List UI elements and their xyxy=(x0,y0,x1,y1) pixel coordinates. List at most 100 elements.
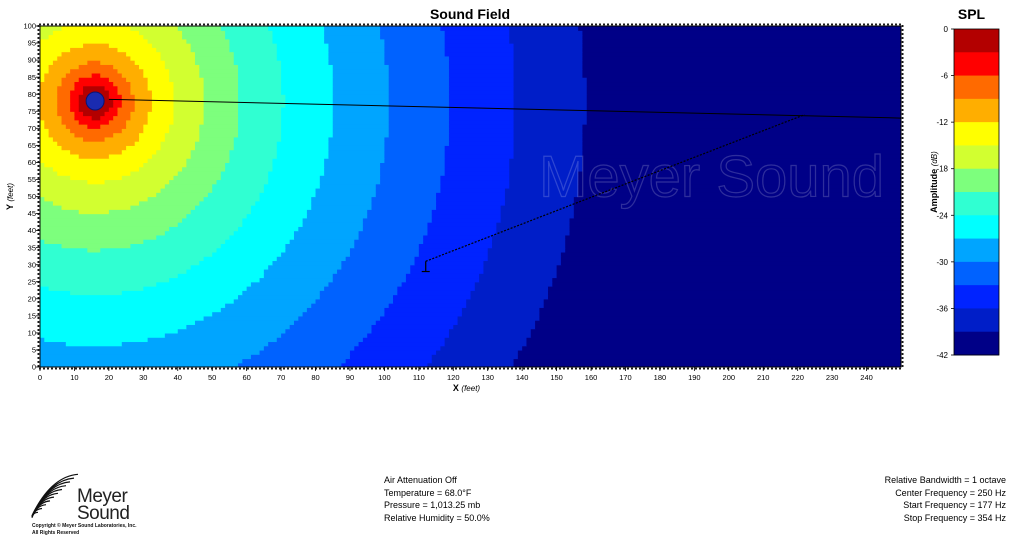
colorbar-swatch xyxy=(954,308,999,333)
plot-axes: 0 10 20 30 40 50 60 70 80 90 100 110 120 130 140 150 160… xyxy=(5,22,904,393)
colorbar-title: SPL xyxy=(958,6,986,22)
x-tick-label: 100 xyxy=(378,373,391,382)
start-frequency-text: Start Frequency = 177 Hz xyxy=(903,500,1006,510)
x-tick-label: 220 xyxy=(791,373,804,382)
colorbar-swatch xyxy=(954,192,999,216)
dashed-line xyxy=(425,114,805,262)
x-axis-label: X (feet) xyxy=(453,383,481,393)
logo-arc xyxy=(31,473,78,516)
colorbar-swatch xyxy=(954,75,999,100)
x-tick-label: 30 xyxy=(139,373,147,382)
x-tick-label: 40 xyxy=(174,373,182,382)
colorbar-tick-label: -6 xyxy=(941,72,949,81)
colorbar-tick-label: -36 xyxy=(936,304,948,313)
y-tick-label: 100 xyxy=(23,22,36,31)
sound-field-figure: Sound Field Meyer Sound 0 10 20 30 40 50 60 70 8… xyxy=(5,6,1000,393)
y-tick-label: 20 xyxy=(28,294,36,303)
y-tick-label: 65 xyxy=(28,141,36,150)
colorbar-tick-label: -24 xyxy=(936,211,948,220)
y-axis-unit: (feet) xyxy=(6,183,15,202)
humidity-text: Relative Humidity = 50.0% xyxy=(384,512,490,523)
air-conditions: Air Attenuation Off Temperature = 68.0°F… xyxy=(384,474,490,524)
y-axis-label: Y (feet) xyxy=(5,183,15,210)
colorbar-swatch xyxy=(954,168,999,193)
x-tick-label: 200 xyxy=(723,373,736,382)
y-tick-label: 85 xyxy=(28,73,36,82)
temperature-text: Temperature = 68.0°F xyxy=(384,487,472,498)
heatmap-cells: Meyer Sound xyxy=(40,26,901,367)
x-tick-label: 20 xyxy=(105,373,113,382)
rights-text: All Rights Reserved xyxy=(32,530,80,536)
colorbar-tick-label: -30 xyxy=(936,258,948,267)
colorbar-tick-label: -18 xyxy=(936,165,948,174)
measurement-line xyxy=(108,98,902,119)
colorbar-swatch xyxy=(954,145,999,170)
y-tick-label: 95 xyxy=(28,39,36,48)
watermark-text: Meyer Sound xyxy=(539,145,884,210)
colorbar-axis-unit: (dB) xyxy=(930,151,939,166)
chart-title: Sound Field xyxy=(430,6,510,22)
x-tick-label: 160 xyxy=(585,373,598,382)
x-tick-label: 50 xyxy=(208,373,216,382)
air-attenuation-text: Air Attenuation Off xyxy=(384,475,457,485)
x-axis-unit: (feet) xyxy=(461,384,480,393)
meyer-sound-logo: Meyer Sound Copyright © Meyer Sound Labo… xyxy=(30,472,140,538)
copyright-text: Copyright © Meyer Sound Laboratories, In… xyxy=(32,523,137,529)
y-tick-label: 40 xyxy=(28,226,36,235)
colorbar-swatch xyxy=(954,331,999,356)
y-tick-label: 75 xyxy=(28,107,36,116)
logo-emblem-icon xyxy=(31,473,78,518)
x-tick-label: 80 xyxy=(311,373,319,382)
x-tick-label: 170 xyxy=(619,373,632,382)
y-tick-label: 50 xyxy=(28,192,36,201)
sound-field-plot: Meyer Sound xyxy=(40,26,901,367)
colorbar-tick-label: 0 xyxy=(944,25,949,34)
colorbar-frame xyxy=(953,28,1000,356)
y-tick-label: 80 xyxy=(28,90,36,99)
pressure-text: Pressure = 1,013.25 mb xyxy=(384,500,481,510)
colorbar-axis-label: Amplitude (dB) xyxy=(929,151,939,213)
logo-word-1: Meyer xyxy=(77,486,128,507)
spl-colorbar: 0 -6 -12 -18 -24 -30 -36 -42 SPL Amplitude (dB) xyxy=(929,6,1000,360)
y-tick-label: 35 xyxy=(28,243,36,252)
x-tick-label: 70 xyxy=(277,373,285,382)
x-tick-label: 150 xyxy=(550,373,563,382)
x-tick-label: 120 xyxy=(447,373,460,382)
center-frequency-text: Center Frequency = 250 Hz xyxy=(895,487,1006,498)
y-tick-label: 25 xyxy=(28,277,36,286)
y-tick-label: 0 xyxy=(32,363,36,372)
colorbar-swatch xyxy=(954,122,999,146)
x-tick-label: 140 xyxy=(516,373,529,382)
colorbar-swatch xyxy=(954,238,999,263)
x-tick-label: 210 xyxy=(757,373,770,382)
x-tick-label: 110 xyxy=(413,373,425,382)
x-tick-label: 180 xyxy=(654,373,667,382)
measurement-overlay xyxy=(85,91,902,273)
y-tick-label: 30 xyxy=(28,260,36,269)
mic-marker xyxy=(421,261,430,273)
x-tick-label: 240 xyxy=(860,373,873,382)
y-tick-label: 15 xyxy=(28,311,36,320)
logo-word-2: Sound xyxy=(77,503,130,524)
y-tick-label: 70 xyxy=(28,124,36,133)
colorbar-swatch xyxy=(954,285,999,309)
bandwidth-text: Relative Bandwidth = 1 octave xyxy=(884,475,1006,485)
source-marker xyxy=(85,91,105,111)
x-tick-label: 230 xyxy=(826,373,839,382)
y-tick-label: 60 xyxy=(28,158,36,167)
x-tick-label: 190 xyxy=(688,373,701,382)
colorbar-swatch xyxy=(954,215,999,239)
y-tick-label: 90 xyxy=(28,56,36,65)
colorbar-swatch xyxy=(954,98,999,123)
stop-frequency-text: Stop Frequency = 354 Hz xyxy=(903,512,1006,523)
y-tick-label: 10 xyxy=(28,329,36,338)
colorbar-swatch xyxy=(954,29,999,53)
y-tick-label: 5 xyxy=(32,346,36,355)
y-tick-label: 55 xyxy=(28,175,36,184)
x-tick-label: 130 xyxy=(481,373,494,382)
colorbar-tick-label: -42 xyxy=(936,351,948,360)
colorbar-swatch xyxy=(954,52,999,76)
frequency-settings: Relative Bandwidth = 1 octave Center Fre… xyxy=(885,474,1006,524)
x-tick-label: 10 xyxy=(70,373,78,382)
x-tick-label: 60 xyxy=(242,373,250,382)
